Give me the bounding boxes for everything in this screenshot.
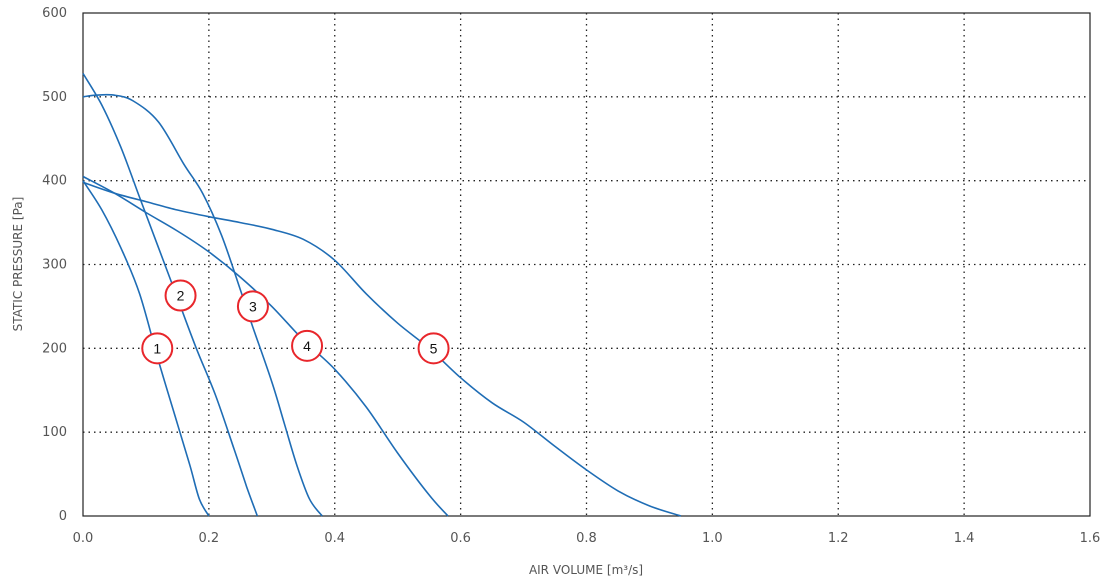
x-tick-labels: 0.0 0.2 0.4 0.6 0.8 1.0 1.2 1.4 1.6 [73,531,1101,546]
y-tick-label: 100 [42,425,67,440]
x-tick-label: 0.2 [199,531,220,546]
marker-circle [417,332,450,365]
series-line-4 [82,175,449,517]
marker-circle [141,332,174,365]
marker-circle [164,279,197,312]
y-tick-label: 500 [42,90,67,105]
x-tick-label: 0.8 [576,531,597,546]
marker-label: 2 [177,288,185,304]
series-marker-5: 5 [417,332,450,365]
x-tick-label: 0.4 [324,531,345,546]
x-tick-label: 1.0 [702,531,723,546]
x-axis-title: AIR VOLUME [m³/s] [529,563,643,577]
series-line-5 [82,181,682,517]
y-tick-labels: 0 100 200 300 400 500 600 [42,6,67,524]
x-tick-label: 1.4 [954,531,975,546]
y-tick-label: 200 [42,341,67,356]
y-tick-label: 600 [42,6,67,21]
y-axis-title: STATIC PRESSURE [Pa] [11,197,25,332]
marker-label: 4 [303,338,311,354]
plot-frame [82,12,1091,517]
series-marker-3: 3 [236,290,269,323]
y-tick-label: 0 [59,509,67,524]
grid [83,13,1090,516]
series-line-3 [82,93,323,517]
marker-circle [236,290,269,323]
y-tick-label: 300 [42,258,67,273]
x-tick-label: 0.0 [73,531,94,546]
y-tick-label: 400 [42,174,67,189]
series-marker-1: 1 [141,332,174,365]
marker-label: 5 [430,340,438,356]
x-tick-label: 1.2 [828,531,849,546]
marker-label: 1 [153,340,161,356]
x-tick-label: 1.6 [1080,531,1101,546]
series-markers: 1 2 3 4 5 [141,279,450,365]
series-marker-2: 2 [164,279,197,312]
series-marker-4: 4 [291,329,324,362]
marker-circle [291,329,324,362]
x-tick-label: 0.6 [450,531,471,546]
marker-label: 3 [249,298,257,314]
